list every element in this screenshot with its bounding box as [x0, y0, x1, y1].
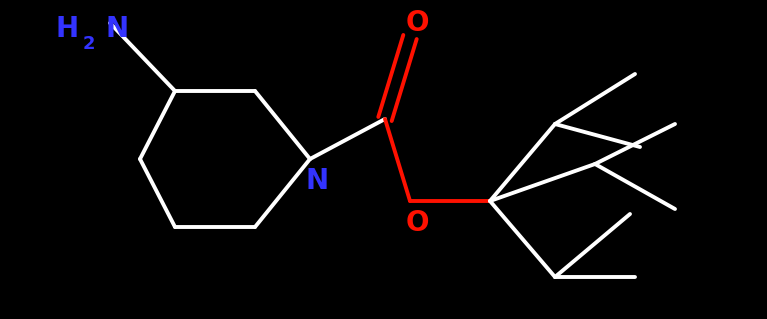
Text: O: O: [405, 9, 429, 37]
Text: N: N: [305, 167, 328, 195]
Text: O: O: [405, 209, 429, 237]
Text: H: H: [55, 15, 78, 43]
Text: N: N: [105, 15, 128, 43]
Text: 2: 2: [83, 35, 96, 53]
